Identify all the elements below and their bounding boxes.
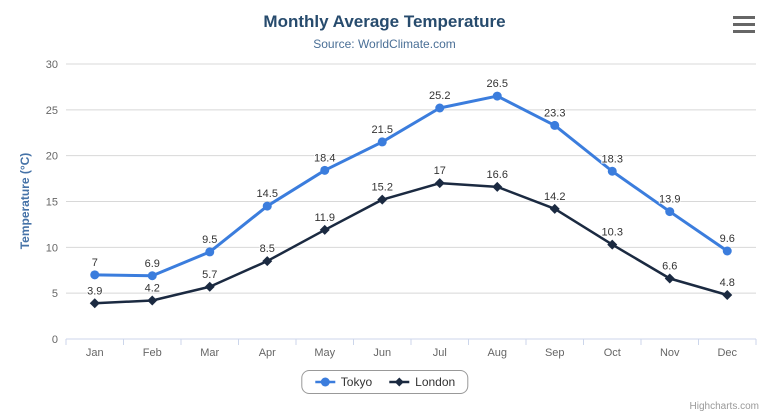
point-tokyo-dec[interactable] [722,246,732,256]
x-axis-label: Apr [259,347,276,359]
point-tokyo-apr[interactable] [262,201,272,211]
data-label-london-apr: 8.5 [260,243,275,255]
y-axis-label: 25 [46,105,58,117]
hamburger-menu-icon[interactable] [731,14,757,35]
hamburger-bar [733,16,755,19]
point-london-oct[interactable] [607,239,618,250]
x-axis-label: May [314,347,335,359]
legend-label-tokyo: Tokyo [340,375,373,389]
point-london-jul[interactable] [434,178,445,189]
data-label-tokyo-dec: 9.6 [720,233,735,245]
data-label-tokyo-jul: 25.2 [429,90,450,102]
y-axis-label: 20 [46,151,58,163]
point-tokyo-may[interactable] [320,165,330,175]
data-label-tokyo-apr: 14.5 [257,188,278,200]
x-axis-label: Jun [373,347,391,359]
x-axis-label: Dec [717,347,737,359]
data-label-tokyo-mar: 9.5 [202,234,217,246]
y-axis-label: 0 [52,334,58,346]
data-label-tokyo-may: 18.4 [314,152,335,164]
chart-subtitle: Source: WorldClimate.com [313,37,456,51]
london-series-marker-icon [389,377,410,387]
point-tokyo-sep[interactable] [550,120,560,130]
y-axis-label: 15 [46,197,58,209]
data-label-tokyo-nov: 13.9 [659,194,680,206]
point-london-dec[interactable] [722,290,733,300]
data-label-london-may: 11.9 [314,212,335,224]
point-london-mar[interactable] [204,281,215,292]
data-label-london-nov: 6.6 [662,261,677,273]
data-label-london-sep: 14.2 [544,191,565,203]
data-label-london-mar: 5.7 [202,269,217,281]
data-label-tokyo-jun: 21.5 [372,124,393,136]
x-axis-label: Feb [143,347,162,359]
data-label-london-dec: 4.8 [720,277,735,289]
data-label-london-jul: 17 [434,165,446,177]
chart-title: Monthly Average Temperature [263,12,506,31]
credits-link[interactable]: Highcharts.com [689,401,759,412]
point-tokyo-jun[interactable] [377,137,387,147]
point-london-sep[interactable] [549,203,560,214]
point-london-apr[interactable] [262,256,273,267]
x-axis-label: Nov [660,347,680,359]
data-label-tokyo-jan: 7 [92,257,98,269]
data-label-london-feb: 4.2 [145,283,160,295]
data-label-london-oct: 10.3 [602,227,623,239]
point-london-may[interactable] [319,224,330,235]
point-tokyo-jan[interactable] [90,270,100,280]
x-axis-label: Mar [200,347,219,359]
data-label-london-jun: 15.2 [372,182,393,194]
point-tokyo-oct[interactable] [607,166,617,176]
data-label-tokyo-aug: 26.5 [487,78,508,90]
point-london-feb[interactable] [147,295,158,306]
legend: Tokyo London [300,370,469,394]
point-london-jun[interactable] [377,194,388,205]
x-axis-label: Jan [86,347,104,359]
hamburger-bar [733,23,755,26]
x-axis-label: Sep [545,347,565,359]
data-label-london-jan: 3.9 [87,285,102,297]
hamburger-bar [733,30,755,33]
point-tokyo-mar[interactable] [205,247,215,257]
point-london-nov[interactable] [664,273,675,284]
point-tokyo-feb[interactable] [147,271,157,281]
series-line-tokyo [93,94,729,278]
data-label-tokyo-sep: 23.3 [544,107,565,119]
point-tokyo-jul[interactable] [435,103,445,113]
tokyo-series-marker-icon [314,377,335,387]
point-london-aug[interactable] [492,181,503,192]
point-london-jan[interactable] [89,298,100,309]
x-axis-label: Jul [433,347,447,359]
data-label-tokyo-feb: 6.9 [145,258,160,270]
x-axis-label: Aug [487,347,507,359]
series-line-london [93,181,729,305]
legend-item-tokyo[interactable]: Tokyo [314,375,372,389]
point-tokyo-nov[interactable] [665,207,675,217]
data-label-london-aug: 16.6 [487,169,508,181]
y-axis-label: 5 [52,288,58,300]
data-label-tokyo-oct: 18.3 [602,153,623,165]
x-axis-label: Oct [604,347,621,359]
point-tokyo-aug[interactable] [492,91,502,101]
y-axis-label: 30 [46,59,58,71]
legend-label-london: London [415,375,456,389]
legend-item-london[interactable]: London [388,375,455,389]
y-axis-label: 10 [46,242,58,254]
